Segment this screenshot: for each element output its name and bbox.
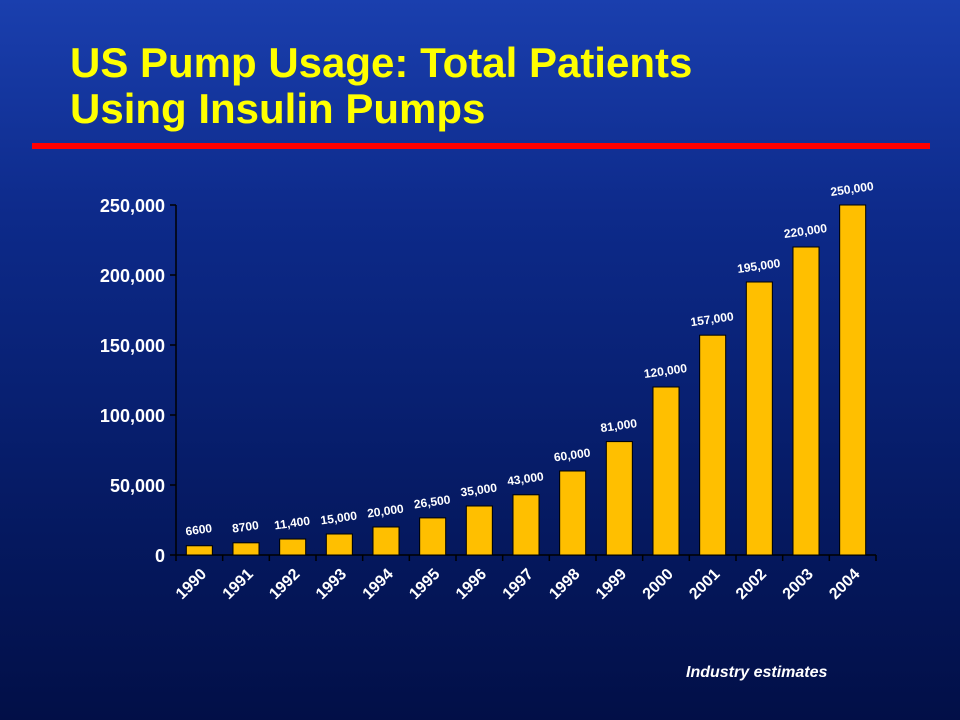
source-footnote: Industry estimates: [686, 664, 828, 681]
data-label-1992: 11,400: [273, 514, 311, 533]
data-label-1996: 35,000: [460, 481, 499, 500]
slide-title-line-2: Using Insulin Pumps: [70, 85, 486, 132]
x-tick-label-1994: 1994: [360, 566, 397, 603]
x-tick-label-1999: 1999: [593, 566, 630, 603]
bar-1994: [372, 526, 400, 556]
data-label-1999: 81,000: [600, 416, 639, 435]
data-label-1993: 15,000: [320, 509, 359, 528]
x-tick-label-1998: 1998: [546, 566, 583, 603]
bar-1993: [325, 533, 353, 556]
data-label-2001: 157,000: [690, 309, 735, 329]
bar-1998: [559, 470, 587, 556]
bar-2001: [699, 334, 727, 556]
y-tick-label: 0: [155, 546, 165, 566]
x-tick-label-2004: 2004: [826, 566, 863, 603]
bar-2003: [792, 246, 820, 556]
bar-2000: [652, 386, 680, 556]
x-tick-label-1990: 1990: [173, 566, 210, 603]
bar-1997: [512, 494, 540, 556]
bar-2004: [839, 204, 867, 556]
data-label-1991: 8700: [231, 518, 260, 536]
data-label-1995: 26,500: [413, 492, 452, 511]
data-label-2000: 120,000: [643, 361, 688, 381]
x-tick-label-2001: 2001: [686, 566, 723, 603]
x-tick-label-2000: 2000: [640, 566, 677, 603]
y-tick-label: 150,000: [100, 336, 165, 356]
slide-title-line-1: US Pump Usage: Total Patients: [70, 39, 693, 86]
y-tick-label: 250,000: [100, 196, 165, 216]
x-tick-label-1993: 1993: [313, 566, 350, 603]
x-tick-label-1997: 1997: [500, 566, 537, 603]
data-label-2004: 250,000: [830, 179, 875, 199]
title-divider: [32, 143, 930, 149]
data-label-1990: 6600: [185, 521, 214, 539]
data-label-1998: 60,000: [553, 446, 592, 465]
bar-1990: [185, 545, 213, 556]
bar-2002: [745, 281, 773, 556]
data-label-2002: 195,000: [736, 256, 781, 276]
data-label-1997: 43,000: [506, 469, 545, 488]
bar-1995: [419, 517, 447, 556]
y-tick-label: 100,000: [100, 406, 165, 426]
data-label-1994: 20,000: [366, 502, 405, 521]
x-tick-label-1996: 1996: [453, 566, 490, 603]
x-tick-label-2003: 2003: [780, 566, 817, 603]
bar-1992: [279, 538, 307, 556]
y-tick-label: 50,000: [110, 476, 165, 496]
x-tick-label-2002: 2002: [733, 566, 770, 603]
bar-1991: [232, 542, 260, 556]
x-tick-label-1995: 1995: [406, 566, 443, 603]
y-tick-label: 200,000: [100, 266, 165, 286]
x-tick-label-1991: 1991: [220, 566, 257, 603]
slide-title: US Pump Usage: Total Patients Using Insu…: [70, 40, 930, 132]
bar-1999: [605, 441, 633, 556]
data-label-2003: 220,000: [783, 221, 828, 241]
bar-1996: [465, 505, 493, 556]
x-tick-label-1992: 1992: [266, 566, 303, 603]
